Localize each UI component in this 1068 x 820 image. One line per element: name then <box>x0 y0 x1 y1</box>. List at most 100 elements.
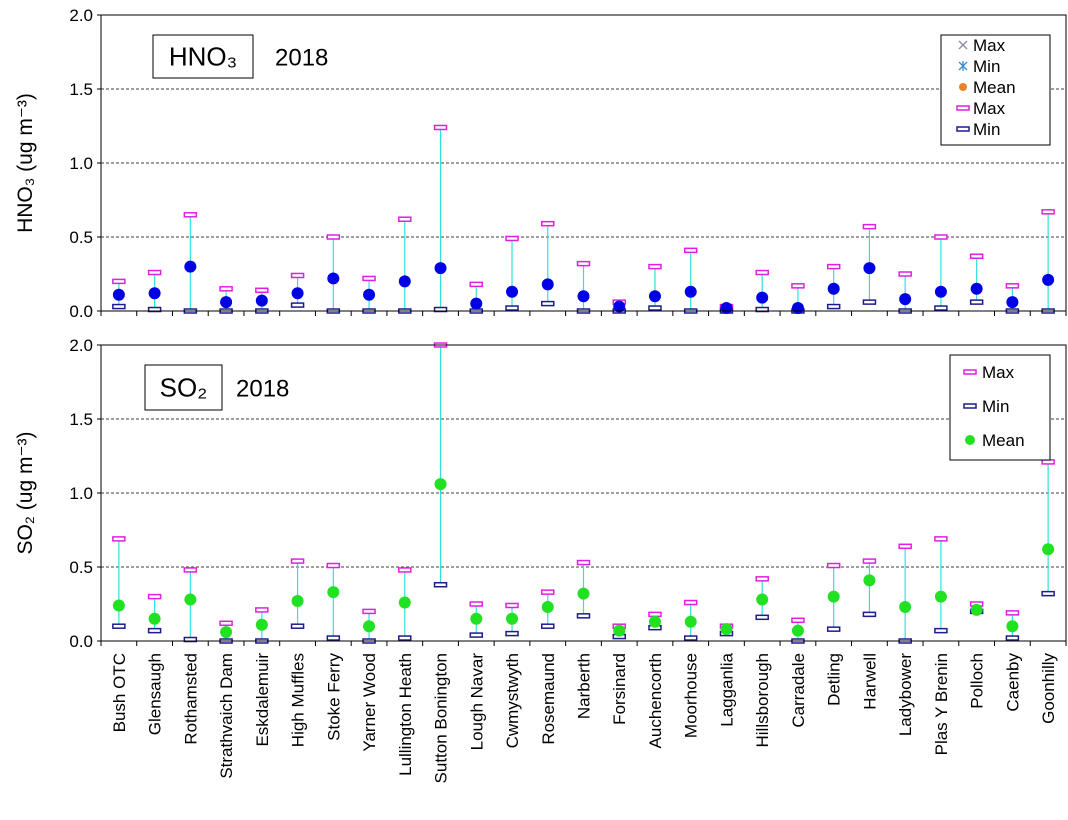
min-marker <box>826 626 841 632</box>
mean-marker <box>148 287 161 300</box>
mean-marker <box>684 285 697 298</box>
legend-label: Max <box>973 99 1006 118</box>
mean-marker <box>291 595 304 608</box>
x-tick-label: Polloch <box>968 653 987 709</box>
max-marker <box>898 271 912 277</box>
chart-subtitle: 2018 <box>236 376 289 403</box>
max-marker <box>791 617 805 624</box>
min-marker <box>147 627 162 634</box>
max-marker <box>826 562 841 569</box>
x-tick-label: Narberth <box>575 653 594 719</box>
mean-marker <box>112 288 125 301</box>
mean-marker <box>184 260 197 273</box>
min-marker <box>505 305 519 311</box>
x-tick-label: Yarner Wood <box>360 653 379 752</box>
max-marker <box>183 212 198 218</box>
mean-marker <box>756 291 769 304</box>
y-tick-label: 1.0 <box>69 154 93 173</box>
max-marker <box>362 608 376 615</box>
max-marker <box>1041 459 1055 465</box>
max-marker <box>433 124 448 131</box>
mean-marker <box>220 296 233 309</box>
min-marker <box>1041 590 1055 597</box>
x-tick-label: Lullington Heath <box>396 653 415 776</box>
mean-marker <box>863 262 876 275</box>
mean-marker <box>934 590 947 603</box>
x-tick-label: Goonhilly <box>1039 653 1058 724</box>
max-marker <box>469 281 484 288</box>
mean-marker <box>791 302 804 315</box>
max-marker <box>862 223 877 230</box>
min-marker <box>469 632 484 638</box>
max-marker <box>505 235 519 242</box>
legend-marker <box>963 403 977 409</box>
max-marker <box>505 602 519 609</box>
max-marker <box>862 558 877 564</box>
mean-marker <box>899 600 912 613</box>
y-tick-label: 0.0 <box>69 302 93 321</box>
y-tick-label: 1.0 <box>69 484 93 503</box>
max-marker <box>1041 209 1055 215</box>
x-tick-label: Caenby <box>1003 653 1022 712</box>
x-tick-label: High Muffles <box>289 653 308 747</box>
x-tick-label: Ladybower <box>896 653 915 737</box>
min-marker <box>326 635 341 641</box>
mean-marker <box>398 596 411 609</box>
y-axis-label: HNO₃ (ug m⁻³) <box>14 93 37 233</box>
plot-frame <box>100 14 1067 312</box>
min-marker <box>755 306 769 313</box>
title-box <box>144 364 223 411</box>
max-marker <box>112 278 126 285</box>
mean-marker <box>827 590 840 603</box>
min-marker <box>826 303 841 310</box>
mean-marker <box>970 282 983 295</box>
legend-label: Min <box>982 397 1009 416</box>
y-tick-label: 1.5 <box>69 410 93 429</box>
legend-marker <box>959 83 967 91</box>
mean-marker <box>1006 620 1019 633</box>
min-marker <box>112 623 126 629</box>
max-marker <box>219 286 233 292</box>
x-tick-label: Moorhouse <box>682 653 701 738</box>
max-marker <box>755 269 769 276</box>
max-marker <box>576 559 591 566</box>
max-marker <box>326 562 341 569</box>
mean-marker <box>899 293 912 306</box>
mean-marker <box>684 615 697 628</box>
mean-marker <box>720 302 733 315</box>
legend-marker <box>965 435 975 445</box>
min-marker <box>862 611 877 618</box>
mean-marker <box>1006 296 1019 309</box>
min-marker <box>541 300 555 307</box>
mean-marker <box>398 275 411 288</box>
mean-marker <box>434 478 447 491</box>
max-marker <box>934 234 948 240</box>
legend-marker <box>956 105 970 111</box>
max-marker <box>469 601 484 607</box>
mean-marker <box>791 624 804 637</box>
legend-marker <box>958 40 968 50</box>
min-marker <box>648 305 662 311</box>
max-marker <box>112 536 126 542</box>
max-marker <box>683 599 698 606</box>
x-tick-label: Detling <box>825 653 844 706</box>
min-marker <box>147 306 162 313</box>
min-marker <box>1005 635 1020 641</box>
mean-marker <box>863 574 876 587</box>
max-marker <box>826 263 841 270</box>
min-marker <box>862 299 877 305</box>
min-marker <box>433 306 448 313</box>
min-marker <box>398 635 412 641</box>
x-tick-label: Hillsborough <box>753 653 772 748</box>
y-tick-label: 1.5 <box>69 80 93 99</box>
mean-marker <box>541 600 554 613</box>
mean-marker <box>255 618 268 631</box>
max-marker <box>326 234 341 240</box>
max-marker <box>147 593 162 600</box>
max-marker <box>398 216 412 222</box>
mean-marker <box>1042 273 1055 286</box>
max-marker <box>683 247 698 254</box>
mean-marker <box>220 626 233 639</box>
x-tick-label: Glensaugh <box>146 653 165 735</box>
min-marker <box>541 623 555 629</box>
